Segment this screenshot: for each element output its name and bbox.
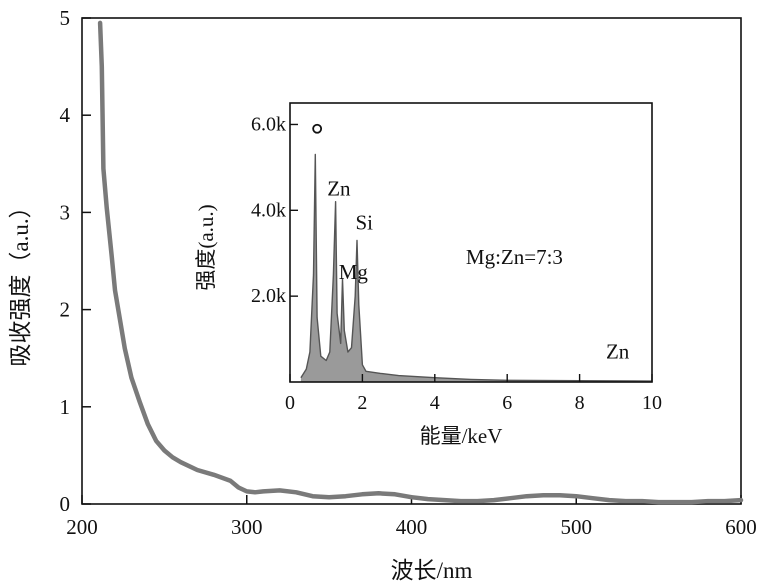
- main-y-tick-label: 0: [60, 492, 71, 516]
- inset-y-tick-label: 2.0k: [251, 285, 286, 307]
- inset-series-line: [300, 153, 653, 382]
- main-plot: 0 1 2 3 4 5 200 300 400 500 600 波长/nm 吸收强度（a.u.）: [8, 6, 757, 583]
- inset-x-tick-label: 8: [575, 392, 585, 414]
- main-y-ticks: 0 1 2 3 4 5: [60, 6, 91, 516]
- main-y-tick-label: 3: [60, 200, 71, 224]
- inset-y-ticks: 2.0k 4.0k 6.0k: [251, 113, 298, 307]
- inset-x-tick-label: 2: [357, 392, 367, 414]
- main-x-tick-label: 300: [231, 515, 263, 539]
- inset-background: [290, 103, 652, 382]
- inset-annotation: Zn: [327, 176, 351, 200]
- main-y-tick-label: 2: [60, 298, 71, 322]
- inset-annotation: Mg:Zn=7:3: [466, 245, 563, 269]
- inset-x-tick-label: 10: [642, 392, 662, 414]
- inset-x-ticks: 0 2 4 6 8 10: [285, 374, 662, 414]
- inset-annotation: Mg: [339, 260, 369, 284]
- inset-x-tick-label: 4: [430, 392, 440, 414]
- inset-x-axis-label: 能量/keV: [420, 424, 503, 448]
- main-x-tick-label: 500: [561, 515, 593, 539]
- main-y-tick-label: 1: [60, 395, 71, 419]
- inset-x-tick-label: 0: [285, 392, 295, 414]
- inset-y-tick-label: 6.0k: [251, 113, 286, 135]
- inset-x-tick-label: 6: [502, 392, 512, 414]
- inset-annotation: Zn: [606, 339, 630, 363]
- main-x-ticks: 200 300 400 500 600: [66, 495, 757, 539]
- main-y-axis-label: 吸收强度（a.u.）: [8, 195, 33, 366]
- inset-y-axis-label: 强度(a.u.): [194, 204, 218, 290]
- main-y-tick-label: 5: [60, 6, 71, 30]
- inset-series-fill: [300, 154, 652, 382]
- inset-annotation: Si: [355, 211, 373, 235]
- main-x-tick-label: 400: [396, 515, 428, 539]
- inset-plot-frame: [289, 102, 653, 383]
- inset-y-tick-label: 4.0k: [251, 199, 286, 221]
- main-x-tick-label: 600: [725, 515, 757, 539]
- main-series-line: [97, 20, 744, 505]
- main-x-tick-label: 200: [66, 515, 98, 539]
- main-x-axis-label: 波长/nm: [391, 558, 473, 583]
- main-y-tick-label: 4: [60, 103, 71, 127]
- inset-circle-marker: [312, 123, 323, 134]
